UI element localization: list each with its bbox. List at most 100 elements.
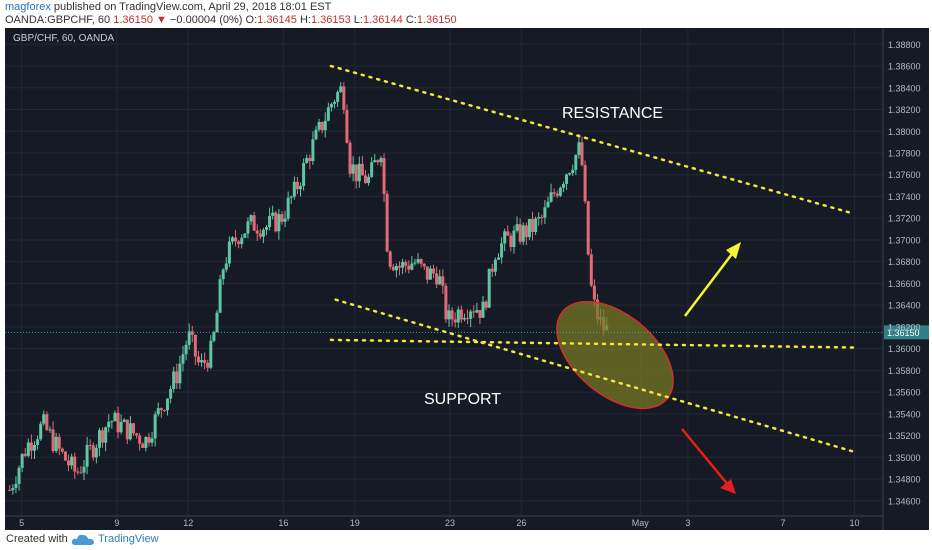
candle-body [234,237,238,242]
candle-body [552,192,556,194]
candle-body [88,444,92,446]
candle-body [410,263,414,270]
candle-body [580,142,584,166]
x-tick-label: May [632,518,650,528]
candle-body [289,196,293,198]
candle-body [20,453,24,468]
candle-body [537,217,541,219]
x-tick-label: 3 [685,518,690,528]
candle-body [462,318,466,320]
candle-body [404,262,408,266]
candle-body [203,360,207,363]
grid-lines [5,28,883,516]
support-trendline-falling [334,298,856,454]
candle-body [218,279,222,313]
candle-body [419,259,423,264]
y-tick-label: 1.38200 [888,105,921,115]
candle-body [425,266,429,280]
y-tick-label: 1.37800 [888,148,921,158]
candle-body [141,443,145,448]
chart-area[interactable]: 1.36150 1.38800 1.38600 1.38400 1.38200 1.38… [5,28,929,530]
tradingview-brand[interactable]: TradingView [98,533,159,545]
candle-body [435,273,439,285]
resistance-trendline [329,64,856,216]
candle-body [125,419,129,440]
candle-body [561,183,565,188]
candle-body [147,437,151,443]
candle-body [70,456,74,466]
candle-body [60,448,64,452]
y-tick-label: 1.35400 [888,409,921,419]
y-tick-label: 1.38000 [888,127,921,137]
candle-body [558,187,562,196]
candle-body [348,142,352,174]
candle-body [8,489,12,491]
chart-background [5,28,929,530]
candle-body [478,310,482,318]
down-arrow-head [720,479,736,494]
candle-body [187,331,191,345]
x-tick-label: 12 [183,518,193,528]
candle-body [200,360,204,363]
candle-body [280,214,284,222]
quote-line: OANDA:GBPCHF, 60 1.36150 ▼ −0.00004 (0%)… [5,14,457,26]
published-text: published on TradingView.com, April 29, … [53,1,332,13]
drawing-overlays: 1.36150 [5,64,929,494]
candle-body [206,362,210,368]
last-price: 1.36150 [113,14,153,26]
candle-body [67,460,71,466]
publish-line: magforex published on TradingView.com, A… [5,1,331,13]
candle-body [583,165,587,202]
candle-body [394,265,398,271]
x-tick-label: 23 [445,518,455,528]
created-with-text: Created with [6,533,68,545]
candle-body [11,487,15,491]
price-chart[interactable]: 1.36150 1.388001.386001.384001.382001.38… [5,28,929,530]
candle-body [181,354,185,364]
candle-body [159,408,163,411]
candle-body [534,218,538,232]
y-tick-label: 1.35800 [888,366,921,376]
candle-body [169,388,173,399]
candle-body [565,174,569,184]
high-label: H: [299,14,311,26]
candle-body [339,86,343,93]
candle-body [496,257,500,260]
candle-body [388,251,392,267]
candle-body [540,217,544,219]
highlight-ellipse [556,300,674,410]
candle-body [326,107,330,121]
candle-body [531,218,535,232]
candle-body [156,408,160,415]
candle-body [131,423,135,434]
candle-body [271,212,275,216]
candle-body [456,309,460,323]
candle-body [336,92,340,102]
author-link[interactable]: magforex [5,1,51,13]
candle-body [574,154,578,170]
candle-body [249,215,253,222]
candle-body [323,120,327,131]
footer: Created with TradingView [0,530,932,550]
y-tick-label: 1.37600 [888,170,921,180]
candle-body [48,429,52,431]
candle-body [459,309,463,320]
tradingview-cloud-icon [71,534,94,545]
candle-body [283,218,287,222]
candle-body [274,212,278,232]
candle-body [521,225,525,242]
candle-body [264,227,268,230]
candle-body [354,164,358,182]
down-arrow-shaft [681,428,730,487]
candle-body [119,421,123,433]
y-tick-label: 1.34800 [888,475,921,485]
candle-body [63,451,67,461]
y-tick-label: 1.37200 [888,214,921,224]
candle-body [54,436,58,452]
y-tick-label: 1.35000 [888,453,921,463]
candle-body [258,233,262,237]
candle-body [57,436,61,449]
candle-body [212,332,216,341]
candle-body [515,224,519,231]
up-arrow-head [726,242,741,259]
